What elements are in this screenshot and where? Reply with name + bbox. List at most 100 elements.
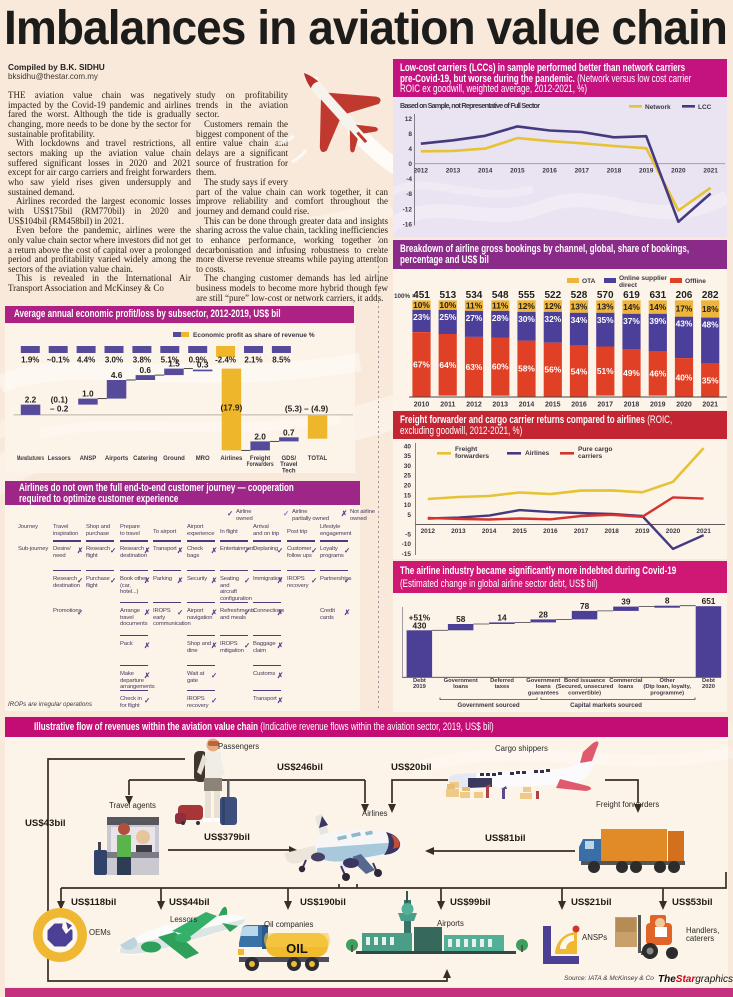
svg-text:2020: 2020: [666, 528, 681, 535]
svg-text:GDS/: GDS/: [281, 456, 296, 462]
svg-text:Manufacturers: Manufacturers: [17, 456, 44, 462]
svg-text:4.4%: 4.4%: [77, 356, 95, 365]
svg-text:2017: 2017: [575, 168, 590, 175]
svg-text:2012: 2012: [414, 168, 429, 175]
svg-text:(5.3) – (4.9): (5.3) – (4.9): [285, 404, 329, 414]
svg-text:2.2: 2.2: [25, 395, 37, 405]
svg-text:Online supplier: Online supplier: [619, 275, 667, 282]
svg-text:Commercial: Commercial: [609, 678, 643, 684]
svg-text:Government: Government: [526, 678, 560, 684]
svg-text:58: 58: [456, 614, 466, 624]
svg-text:-4: -4: [406, 176, 412, 183]
svg-text:12%: 12%: [544, 301, 561, 311]
svg-text:guarantees: guarantees: [528, 690, 559, 696]
svg-text:43%: 43%: [676, 319, 693, 329]
svg-text:11%: 11%: [492, 301, 509, 311]
svg-text:2013: 2013: [451, 528, 466, 535]
svg-text:2.0: 2.0: [254, 431, 266, 441]
svg-text:forwarders: forwarders: [455, 453, 489, 460]
svg-text:Freight: Freight: [250, 456, 270, 462]
svg-text:570: 570: [597, 290, 614, 301]
svg-text:4: 4: [408, 146, 412, 153]
svg-text:513: 513: [439, 290, 456, 301]
svg-text:58%: 58%: [518, 364, 535, 374]
svg-text:1.5: 1.5: [168, 359, 180, 369]
svg-text:2019: 2019: [413, 684, 427, 690]
svg-text:0.6: 0.6: [140, 365, 152, 375]
svg-text:60%: 60%: [492, 362, 509, 372]
svg-text:2013: 2013: [492, 402, 508, 409]
svg-text:25%: 25%: [439, 312, 456, 322]
svg-text:10%: 10%: [413, 300, 430, 310]
svg-text:39%: 39%: [649, 316, 666, 326]
svg-text:8: 8: [665, 596, 670, 606]
svg-text:Bond issuance: Bond issuance: [564, 678, 606, 684]
svg-text:51%: 51%: [597, 366, 614, 376]
svg-text:(17.9): (17.9): [221, 403, 243, 413]
svg-text:MRO: MRO: [196, 456, 210, 462]
svg-text:40: 40: [404, 443, 412, 450]
svg-text:0.9%: 0.9%: [189, 356, 207, 365]
svg-text:4.6: 4.6: [111, 370, 123, 380]
svg-text:2017: 2017: [574, 528, 589, 535]
svg-text:Other: Other: [659, 678, 675, 684]
svg-text:522: 522: [544, 290, 561, 301]
svg-text:2014: 2014: [482, 528, 497, 535]
svg-text:2020: 2020: [676, 402, 692, 409]
svg-text:~0.1%: ~0.1%: [47, 356, 70, 365]
svg-text:2020: 2020: [702, 684, 715, 690]
svg-text:taxes: taxes: [495, 684, 510, 690]
svg-text:25: 25: [404, 473, 412, 480]
svg-text:2016: 2016: [542, 168, 557, 175]
svg-text:(Secured, unsecured: (Secured, unsecured: [556, 684, 614, 690]
svg-text:2016: 2016: [571, 402, 587, 409]
svg-text:-16: -16: [403, 221, 413, 228]
svg-text:78: 78: [580, 601, 590, 611]
svg-text:1.0: 1.0: [82, 389, 94, 399]
svg-text:34%: 34%: [571, 315, 588, 325]
svg-text:30: 30: [404, 463, 412, 470]
svg-text:2020: 2020: [671, 168, 686, 175]
svg-text:46%: 46%: [649, 369, 666, 379]
svg-text:2012: 2012: [466, 402, 482, 409]
svg-text:18%: 18%: [702, 304, 719, 314]
svg-text:LCC: LCC: [698, 104, 712, 111]
svg-text:– 0.2: – 0.2: [50, 404, 69, 414]
svg-text:430: 430: [412, 620, 426, 630]
svg-text:39: 39: [621, 597, 631, 607]
svg-text:Airlines: Airlines: [525, 450, 550, 457]
svg-text:534: 534: [466, 290, 483, 301]
svg-text:-15: -15: [402, 551, 412, 558]
svg-text:0.3: 0.3: [197, 360, 209, 370]
svg-text:Freight: Freight: [455, 446, 478, 453]
svg-text:13%: 13%: [571, 302, 588, 312]
svg-text:Ground: Ground: [163, 456, 185, 462]
svg-text:2019: 2019: [635, 528, 650, 535]
svg-text:2018: 2018: [624, 402, 640, 409]
svg-text:548: 548: [492, 290, 509, 301]
svg-text:2021: 2021: [702, 402, 718, 409]
svg-text:63%: 63%: [466, 362, 483, 372]
svg-text:35%: 35%: [597, 315, 614, 325]
svg-text:TOTAL: TOTAL: [308, 456, 328, 462]
svg-text:-5: -5: [405, 531, 411, 538]
svg-text:2014: 2014: [478, 168, 493, 175]
svg-text:programme): programme): [650, 690, 684, 696]
svg-text:2021: 2021: [703, 168, 718, 175]
svg-text:451: 451: [413, 290, 430, 301]
svg-text:631: 631: [649, 290, 666, 301]
svg-text:Government sourced: Government sourced: [457, 702, 519, 709]
svg-text:35: 35: [404, 453, 412, 460]
svg-text:Pure cargo: Pure cargo: [578, 446, 612, 453]
svg-text:-10: -10: [402, 541, 412, 548]
svg-text:2011: 2011: [440, 402, 455, 409]
svg-text:14%: 14%: [623, 302, 640, 312]
svg-text:OIL: OIL: [286, 941, 308, 956]
svg-text:651: 651: [702, 596, 716, 606]
svg-text:Offline: Offline: [685, 278, 706, 285]
svg-text:14%: 14%: [649, 302, 666, 312]
svg-text:54%: 54%: [571, 367, 588, 377]
svg-text:10: 10: [404, 502, 412, 509]
svg-text:0.7: 0.7: [283, 427, 295, 437]
svg-text:Deferred: Deferred: [490, 678, 514, 684]
